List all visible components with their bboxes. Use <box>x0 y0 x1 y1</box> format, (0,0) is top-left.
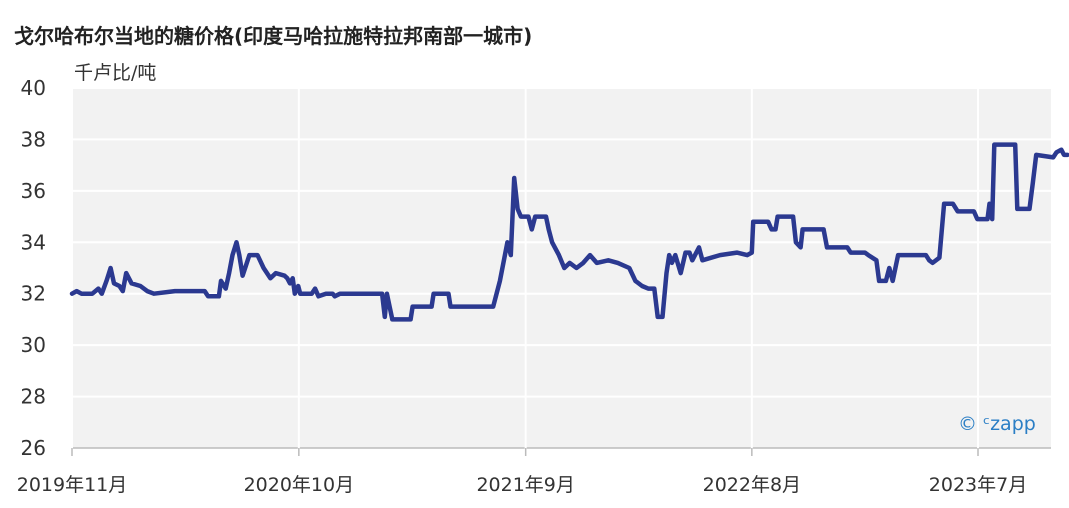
y-tick-label: 36 <box>21 179 46 203</box>
x-axis: 2019年11月 2020年10月 2021年9月 2022年8月 2023年7月 <box>17 474 1027 496</box>
y-tick-label: 40 <box>21 76 46 100</box>
x-tick-label: 2022年8月 <box>703 474 801 496</box>
series-line <box>69 142 1069 322</box>
x-tick-label: 2023年7月 <box>929 474 1027 496</box>
y-tick-label: 28 <box>21 385 46 409</box>
y-tick-label: 26 <box>21 436 46 460</box>
watermark-logo: © ᶜzapp <box>958 413 1036 435</box>
x-tick-label: 2020年10月 <box>244 474 355 496</box>
gridlines <box>72 87 1051 449</box>
y-tick-label: 38 <box>21 127 46 151</box>
y-tick-label: 30 <box>21 333 46 357</box>
x-tick-label: 2021年9月 <box>476 474 574 496</box>
chart-title: 戈尔哈布尔当地的糖价格(印度马哈拉施特拉邦南部一城市) <box>14 24 533 48</box>
y-axis-unit-label: 千卢比/吨 <box>74 62 156 84</box>
x-tick-label: 2019年11月 <box>17 474 128 496</box>
plot-area <box>72 88 1051 448</box>
y-axis: 26 28 30 32 34 36 38 40 <box>21 76 46 460</box>
x-gridlines <box>71 88 979 456</box>
y-tick-label: 32 <box>21 282 46 306</box>
y-tick-label: 34 <box>21 230 46 254</box>
